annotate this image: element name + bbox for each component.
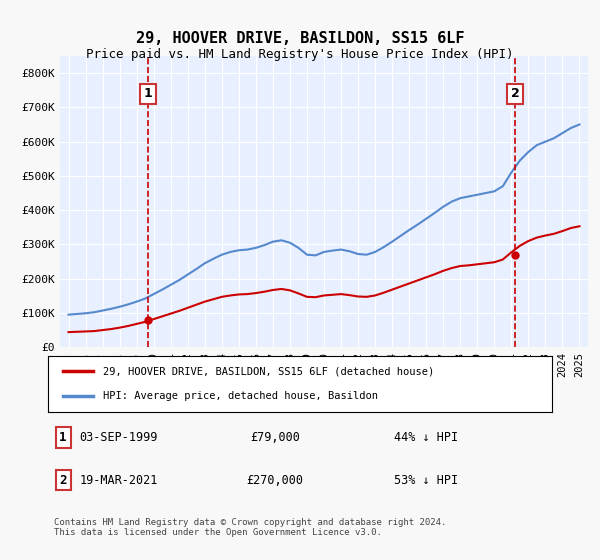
Text: Contains HM Land Registry data © Crown copyright and database right 2024.
This d: Contains HM Land Registry data © Crown c… bbox=[54, 518, 446, 538]
Text: 29, HOOVER DRIVE, BASILDON, SS15 6LF: 29, HOOVER DRIVE, BASILDON, SS15 6LF bbox=[136, 31, 464, 46]
Text: 44% ↓ HPI: 44% ↓ HPI bbox=[394, 431, 458, 444]
Text: 03-SEP-1999: 03-SEP-1999 bbox=[79, 431, 158, 444]
Text: 2: 2 bbox=[511, 87, 520, 100]
Text: £79,000: £79,000 bbox=[250, 431, 300, 444]
Text: Price paid vs. HM Land Registry's House Price Index (HPI): Price paid vs. HM Land Registry's House … bbox=[86, 48, 514, 60]
Text: 53% ↓ HPI: 53% ↓ HPI bbox=[394, 474, 458, 487]
Text: HPI: Average price, detached house, Basildon: HPI: Average price, detached house, Basi… bbox=[103, 391, 379, 401]
Text: 1: 1 bbox=[59, 431, 67, 444]
Text: £270,000: £270,000 bbox=[247, 474, 304, 487]
Text: 1: 1 bbox=[143, 87, 152, 100]
Text: 29, HOOVER DRIVE, BASILDON, SS15 6LF (detached house): 29, HOOVER DRIVE, BASILDON, SS15 6LF (de… bbox=[103, 366, 434, 376]
Text: 19-MAR-2021: 19-MAR-2021 bbox=[79, 474, 158, 487]
Text: 2: 2 bbox=[59, 474, 67, 487]
